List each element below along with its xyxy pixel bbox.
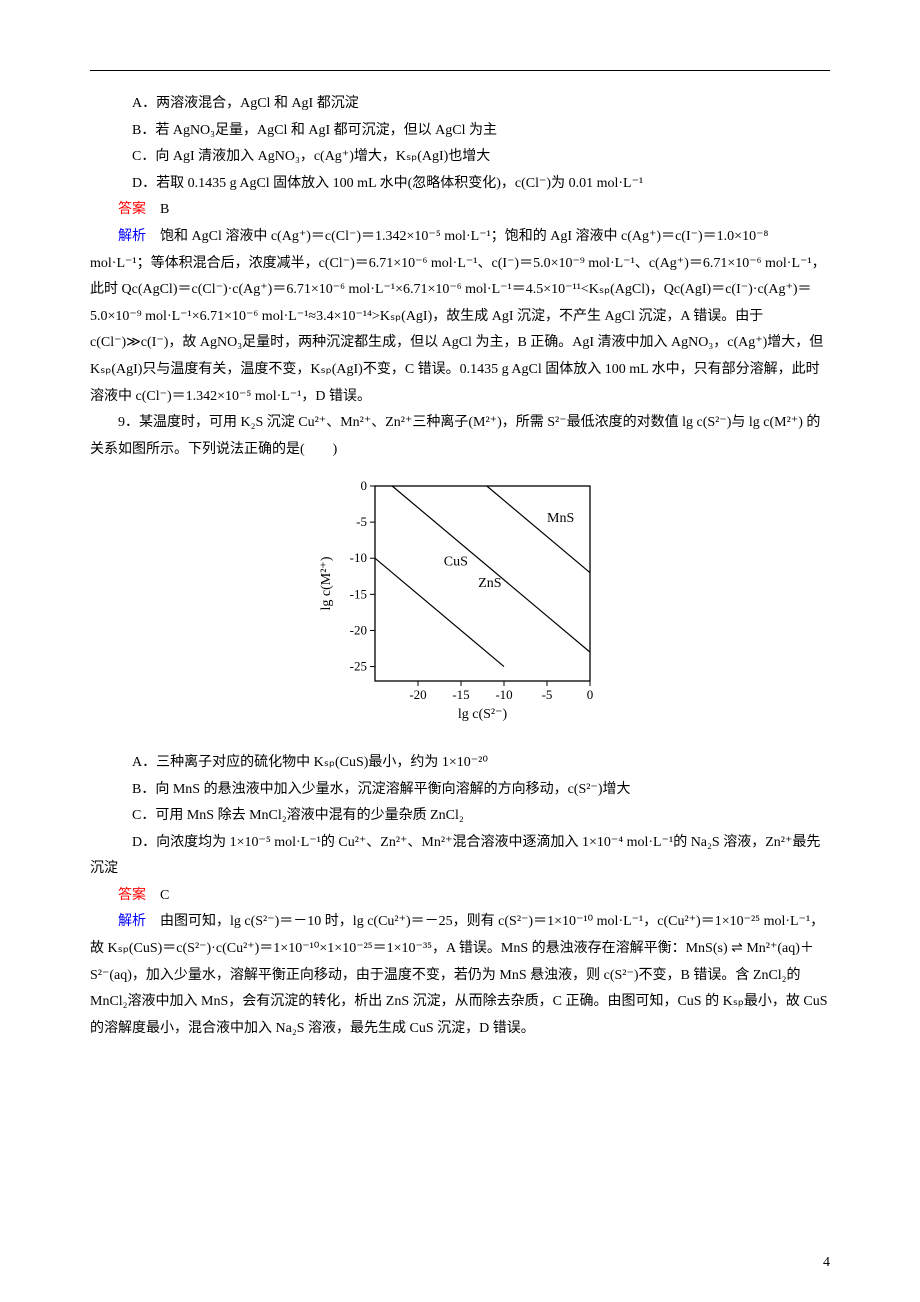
- svg-text:CuS: CuS: [444, 555, 468, 570]
- q8-option-d: D．若取 0.1435 g AgCl 固体放入 100 mL 水中(忽略体积变化…: [90, 171, 830, 198]
- svg-text:-5: -5: [542, 687, 553, 702]
- svg-text:ZnS: ZnS: [478, 576, 501, 591]
- svg-text:0: 0: [361, 478, 368, 493]
- svg-text:-10: -10: [350, 551, 367, 566]
- q8-option-b: B．若 AgNO₃足量，AgCl 和 AgI 都可沉淀，但以 AgCl 为主: [90, 118, 830, 145]
- page-number: 4: [823, 1250, 830, 1277]
- svg-text:-10: -10: [495, 687, 512, 702]
- q8-explanation-text: 饱和 AgCl 溶液中 c(Ag⁺)＝c(Cl⁻)＝1.342×10⁻⁵ mol…: [90, 229, 826, 404]
- q8-answer-line: 答案 B: [90, 197, 830, 224]
- q9-option-a: A．三种离子对应的硫化物中 Kₛₚ(CuS)最小，约为 1×10⁻²⁰: [90, 750, 830, 777]
- q9-answer-value: C: [160, 888, 169, 903]
- q9-option-d: D．向浓度均为 1×10⁻⁵ mol·L⁻¹的 Cu²⁺、Zn²⁺、Mn²⁺混合…: [90, 830, 830, 883]
- svg-text:-25: -25: [350, 659, 367, 674]
- q9-option-c: C．可用 MnS 除去 MnCl₂溶液中混有的少量杂质 ZnCl₂: [90, 803, 830, 830]
- top-rule: [90, 70, 830, 71]
- q9-explanation-text: 由图可知，lg c(S²⁻)＝－10 时，lg c(Cu²⁺)＝－25，则有 c…: [90, 914, 828, 1035]
- svg-text:-15: -15: [350, 587, 367, 602]
- explanation-label: 解析: [118, 914, 146, 929]
- svg-text:0: 0: [587, 687, 594, 702]
- explanation-label: 解析: [118, 229, 146, 244]
- q8-explanation: 解析 饱和 AgCl 溶液中 c(Ag⁺)＝c(Cl⁻)＝1.342×10⁻⁵ …: [90, 224, 830, 410]
- answer-label: 答案: [118, 202, 146, 217]
- q9-chart: -20 -15 -10 -5 0 -25 -20 -15 -10 -5 0 lg c(S²⁻) lg c…: [90, 471, 830, 742]
- q8-option-c: C．向 AgI 清液加入 AgNO₃，c(Ag⁺)增大，Kₛₚ(AgI)也增大: [90, 144, 830, 171]
- q8-answer-value: B: [160, 202, 169, 217]
- q8-option-a: A．两溶液混合，AgCl 和 AgI 都沉淀: [90, 91, 830, 118]
- q9-explanation: 解析 由图可知，lg c(S²⁻)＝－10 时，lg c(Cu²⁺)＝－25，则…: [90, 909, 830, 1042]
- answer-label: 答案: [118, 888, 146, 903]
- svg-text:-20: -20: [409, 687, 426, 702]
- svg-text:-15: -15: [452, 687, 469, 702]
- q9-option-b: B．向 MnS 的悬浊液中加入少量水，沉淀溶解平衡向溶解的方向移动，c(S²⁻)…: [90, 777, 830, 804]
- svg-text:-20: -20: [350, 623, 367, 638]
- q9-stem: 9．某温度时，可用 K₂S 沉淀 Cu²⁺、Mn²⁺、Zn²⁺三种离子(M²⁺)…: [90, 410, 830, 463]
- svg-text:lg c(S²⁻): lg c(S²⁻): [458, 707, 508, 722]
- q9-answer-line: 答案 C: [90, 883, 830, 910]
- svg-text:lg c(M²⁺): lg c(M²⁺): [319, 556, 334, 610]
- svg-text:-5: -5: [356, 514, 367, 529]
- svg-text:MnS: MnS: [547, 511, 574, 526]
